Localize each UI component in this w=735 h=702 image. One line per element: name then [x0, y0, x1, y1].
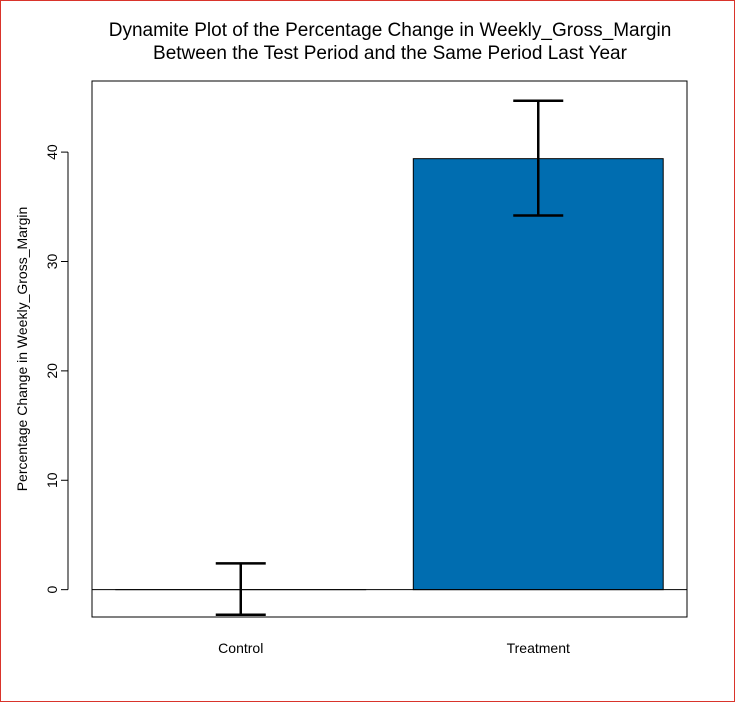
chart-title: Dynamite Plot of the Percentage Change i… [109, 20, 672, 64]
error-bar-control [215, 562, 266, 617]
bars [92, 158, 687, 591]
x-axis: Control Treatment [218, 640, 570, 656]
y-tick-label: 0 [44, 586, 60, 594]
plot-area-border [91, 80, 688, 618]
chart-title-line-1: Dynamite Plot of the Percentage Change i… [109, 20, 672, 41]
bar-treatment [412, 158, 664, 591]
error-bars [215, 99, 564, 617]
y-tick-label: 30 [44, 253, 60, 269]
x-category-label-control: Control [218, 640, 263, 656]
y-tick-label: 20 [44, 363, 60, 379]
y-axis-label: Percentage Change in Weekly_Gross_Margin [14, 207, 30, 492]
y-tick-label: 10 [44, 472, 60, 488]
y-axis: 0 10 20 30 40 [44, 144, 69, 594]
y-tick-label: 40 [44, 144, 60, 160]
error-bar-treatment [513, 99, 564, 217]
chart-title-line-2: Between the Test Period and the Same Per… [153, 43, 628, 64]
x-category-label-treatment: Treatment [507, 640, 570, 656]
